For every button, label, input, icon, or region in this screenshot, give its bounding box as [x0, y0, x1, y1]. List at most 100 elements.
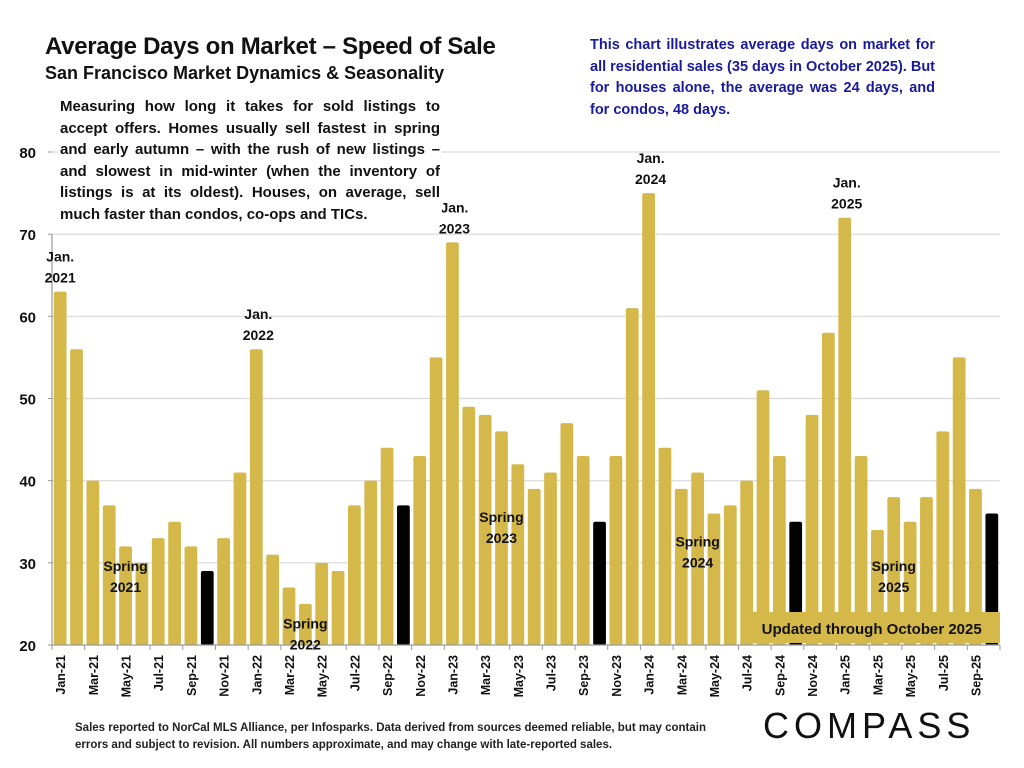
x-tick-label: Jul-21: [152, 655, 166, 691]
x-tick-label: May-22: [316, 655, 330, 697]
annotation-label: 2024: [635, 171, 666, 187]
annotation-label: 2021: [110, 579, 141, 595]
updated-banner: Updated through October 2025: [743, 612, 1000, 643]
annotation-label: Jan.: [833, 175, 861, 191]
bar-Jun-23: [527, 488, 541, 645]
x-tick-label: May-25: [904, 655, 918, 697]
x-axis: Jan-21 Mar-21 May-21 Jul-21 Sep-21 Nov-21 Jan-…: [51, 644, 1001, 697]
bar-Oct-22: [397, 505, 410, 645]
x-tick-label: Nov-23: [610, 655, 624, 697]
x-tick-label: May-21: [120, 655, 134, 697]
bar-Sep-23: [576, 456, 590, 645]
x-tick-label: Nov-22: [414, 655, 428, 697]
bar-Apr-24: [691, 472, 704, 645]
bar-Dec-21: [233, 472, 247, 645]
x-tick-label: Nov-24: [806, 655, 820, 697]
y-tick-label: 40: [19, 474, 36, 491]
bar-Mar-23: [478, 414, 492, 645]
x-tick-label: Mar-23: [479, 655, 493, 695]
bar-Sep-24: [772, 456, 786, 645]
annotation-label: 2023: [439, 220, 470, 236]
bar-Jul-22: [348, 505, 361, 645]
y-tick-label: 80: [19, 145, 36, 162]
chart-title: Average Days on Market – Speed of Sale: [45, 33, 496, 60]
bar-Jun-21: [135, 562, 149, 645]
x-tick-label: Mar-25: [871, 655, 885, 695]
bar-Jul-24: [740, 480, 754, 645]
annotation-label: 2025: [878, 579, 909, 595]
x-tick-label: Mar-24: [675, 655, 689, 695]
bar-Aug-21: [168, 521, 181, 645]
bar-Feb-24: [658, 447, 672, 645]
bar-Jan-24: [642, 193, 655, 646]
annotation-label: 2022: [243, 327, 274, 343]
chart-subtitle: San Francisco Market Dynamics & Seasonal…: [45, 63, 445, 83]
annotation-label: Spring: [675, 533, 719, 549]
updated-banner-text: Updated through October 2025: [762, 621, 982, 638]
annotation-label: Spring: [283, 616, 327, 632]
x-tick-label: Jan-21: [54, 655, 68, 695]
bar-Mar-24: [674, 488, 688, 645]
bar-Mar-21: [86, 480, 100, 645]
bar-Jan-25: [838, 217, 852, 645]
bar-Oct-23: [593, 521, 606, 645]
bar-Jan-21: [53, 291, 67, 645]
x-tick-label: Jan-22: [250, 655, 264, 695]
annotation-label: Spring: [872, 558, 916, 574]
annotation-label: 2025: [831, 196, 862, 212]
compass-logo: COMPASS: [763, 705, 976, 746]
y-tick-label: 50: [19, 392, 36, 409]
bar-Nov-21: [217, 538, 230, 645]
x-tick-label: Sep-25: [969, 655, 983, 696]
y-tick-label: 30: [19, 556, 36, 573]
bars: [53, 193, 999, 646]
bar-May-22: [315, 562, 329, 645]
x-tick-label: Sep-23: [577, 655, 591, 696]
bar-Aug-24: [756, 390, 770, 645]
x-tick-label: Jan-23: [446, 655, 460, 695]
bar-May-24: [707, 513, 721, 645]
x-tick-label: Sep-21: [185, 655, 199, 696]
bar-Sep-22: [380, 447, 394, 645]
x-tick-label: Jul-22: [348, 655, 362, 691]
bar-Apr-23: [495, 431, 508, 645]
x-tick-label: Jul-23: [545, 655, 559, 691]
annotation-label: 2024: [682, 554, 713, 570]
bar-Jul-23: [544, 472, 557, 645]
annotations: Jan. 2021 Jan. 2022 Jan. 2023 Jan. 2024 Jan. 2025…: [45, 150, 916, 652]
bar-Aug-23: [560, 423, 574, 645]
bar-Feb-22: [266, 554, 280, 645]
chart-description: Measuring how long it takes for sold lis…: [58, 96, 442, 225]
x-tick-label: Jul-24: [741, 655, 755, 691]
bar-Aug-22: [364, 480, 378, 645]
annotation-label: 2021: [45, 270, 76, 286]
bar-Oct-21: [200, 571, 214, 645]
bar-Dec-22: [429, 357, 443, 645]
bar-Jun-22: [331, 571, 345, 645]
bar-Jan-23: [446, 242, 459, 645]
annotation-label: Spring: [103, 558, 147, 574]
x-tick-label: May-24: [708, 655, 722, 697]
bar-Feb-21: [70, 349, 83, 645]
x-tick-label: Mar-21: [87, 655, 101, 695]
annotation-label: 2022: [290, 637, 321, 653]
x-tick-label: May-23: [512, 655, 526, 697]
bar-May-21: [119, 546, 132, 645]
x-tick-label: Jan-24: [643, 655, 657, 695]
bar-Mar-22: [282, 587, 296, 645]
annotation-label: Jan.: [46, 249, 74, 265]
annotation-label: Spring: [479, 509, 523, 525]
y-tick-label: 20: [19, 638, 36, 655]
bar-Sep-21: [184, 546, 198, 645]
x-tick-label: Sep-22: [381, 655, 395, 696]
bar-Aug-25: [952, 357, 966, 645]
y-tick-label: 70: [19, 227, 36, 244]
updated-banner-bg: [743, 612, 1000, 643]
bar-Nov-22: [413, 456, 427, 645]
bar-Apr-22: [298, 603, 312, 645]
bar-Nov-24: [805, 414, 819, 645]
source-footnote: Sales reported to NorCal MLS Alliance, p…: [75, 722, 706, 751]
x-tick-label: Nov-21: [218, 655, 232, 697]
bar-Jul-21: [151, 538, 165, 645]
